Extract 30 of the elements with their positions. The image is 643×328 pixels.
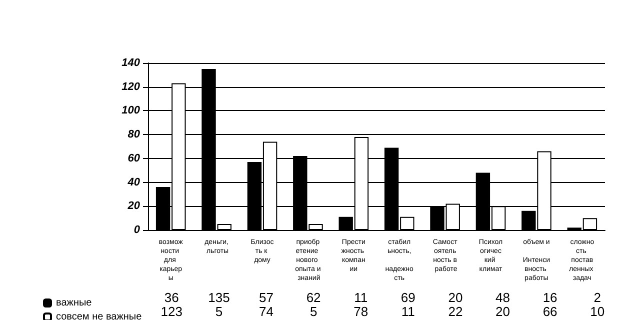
data-label: 11	[354, 290, 368, 305]
data-label: 78	[354, 304, 368, 319]
data-label: 16	[542, 290, 558, 305]
data-label: 48	[496, 290, 510, 305]
data-label: 74	[259, 304, 274, 319]
data-label: 2	[594, 290, 601, 305]
y-tick-label: 40	[126, 176, 141, 188]
y-tick-label: 0	[134, 224, 141, 236]
y-tick-label: 60	[128, 152, 141, 164]
y-tick-label: 140	[122, 57, 141, 69]
data-label: 20	[448, 290, 463, 305]
data-label: 135	[208, 290, 230, 305]
data-label: 11	[401, 304, 415, 319]
y-tick-label: 120	[122, 80, 141, 93]
legend-label: важные	[56, 298, 92, 308]
data-label: 69	[400, 290, 416, 305]
data-label: 22	[448, 304, 463, 319]
data-label: 36	[164, 290, 179, 305]
y-tick-label: 20	[126, 200, 141, 212]
legend-label: совсем не важные	[56, 312, 142, 322]
y-tick-label: 80	[128, 128, 141, 141]
data-label: 5	[310, 304, 318, 319]
data-label: 20	[496, 304, 510, 319]
data-label: 57	[259, 290, 274, 305]
data-label: 66	[542, 304, 558, 319]
y-tick-label: 100	[122, 104, 141, 117]
data-label: 62	[306, 290, 321, 305]
data-label: 10	[590, 304, 605, 319]
data-label: 123	[160, 304, 182, 319]
data-label: 5	[215, 304, 223, 319]
